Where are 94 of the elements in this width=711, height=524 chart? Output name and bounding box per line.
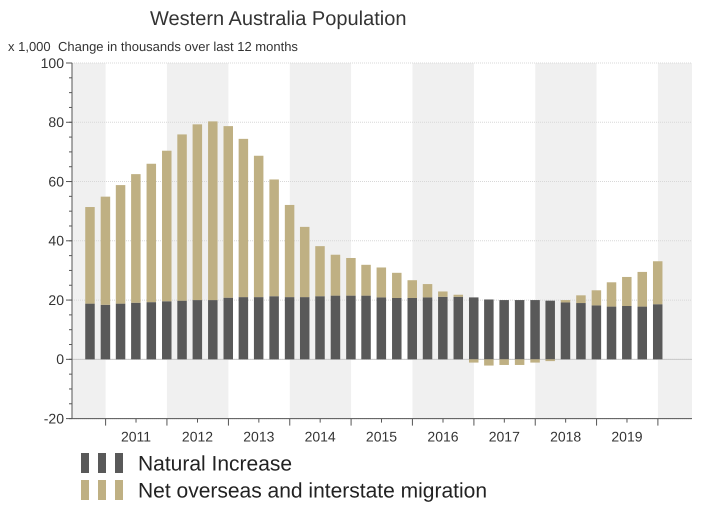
bar	[315, 296, 325, 360]
bar	[422, 284, 432, 298]
y-tick-label: 80	[48, 114, 64, 130]
y-tick-label: 100	[40, 54, 64, 71]
bar	[162, 150, 172, 302]
y-tick-label: 0	[56, 351, 64, 368]
bar	[376, 267, 386, 298]
bar	[346, 296, 356, 360]
legend-label: Natural Increase	[138, 452, 292, 476]
chart-title: Western Australia Population	[150, 8, 406, 30]
y-axis-title: x 1,000	[8, 39, 51, 54]
bar	[638, 306, 648, 360]
bar	[606, 306, 616, 360]
bar	[652, 304, 662, 360]
chart-subtitle: Change in thousands over last 12 months	[58, 39, 298, 54]
bar	[499, 300, 509, 360]
bar	[224, 126, 234, 298]
bar	[422, 297, 432, 360]
bar	[468, 359, 478, 363]
bar	[361, 264, 371, 296]
bar	[484, 299, 494, 360]
bar	[100, 304, 110, 360]
legend-label: Net overseas and interstate migration	[138, 479, 488, 502]
bar	[576, 295, 586, 304]
bar	[514, 359, 524, 365]
bar	[622, 306, 632, 360]
y-tick-label: 20	[48, 292, 64, 308]
bar	[438, 296, 448, 360]
bar	[638, 272, 648, 307]
bar	[131, 302, 141, 360]
bar	[622, 276, 632, 306]
bar	[300, 226, 310, 298]
bar	[392, 298, 402, 360]
bar	[269, 296, 279, 360]
bar	[85, 207, 95, 304]
bar	[376, 297, 386, 360]
x-tick-label: 2018	[550, 428, 582, 445]
bar	[300, 297, 310, 360]
bar	[592, 290, 602, 306]
bar	[315, 246, 325, 296]
bar	[146, 164, 156, 302]
bar	[530, 300, 540, 360]
bar	[192, 124, 202, 300]
bar	[652, 261, 662, 304]
bar	[514, 300, 524, 360]
bar	[560, 302, 570, 360]
bar	[238, 138, 248, 298]
y-tick-label: 40	[48, 232, 64, 249]
bar	[361, 296, 371, 360]
bar	[330, 296, 340, 360]
bar	[592, 305, 602, 360]
x-tick-label: 2013	[243, 428, 275, 445]
bar	[346, 258, 356, 296]
bar	[468, 297, 478, 360]
x-tick-label: 2016	[427, 428, 459, 445]
bar	[116, 185, 126, 304]
bar	[116, 304, 126, 360]
x-tick-label: 2017	[488, 428, 520, 445]
bar	[146, 302, 156, 360]
bar	[162, 301, 172, 360]
bar	[177, 134, 187, 301]
x-tick-label: 2015	[366, 428, 398, 445]
bar	[269, 179, 279, 296]
bar	[545, 300, 555, 360]
x-tick-label: 2014	[304, 428, 336, 445]
bar	[177, 300, 187, 360]
bar	[192, 300, 202, 360]
bar	[576, 303, 586, 360]
bar	[438, 291, 448, 297]
bar	[499, 359, 509, 365]
bar	[254, 156, 264, 298]
bar	[100, 196, 110, 305]
bar	[606, 282, 616, 307]
bar	[284, 297, 294, 360]
x-tick-label: 2011	[120, 428, 152, 445]
bar	[407, 298, 417, 360]
bar	[208, 121, 218, 300]
bar	[254, 297, 264, 360]
bar	[284, 204, 294, 298]
bar	[330, 254, 340, 296]
bar	[530, 359, 540, 363]
x-tick-label: 2012	[182, 428, 214, 445]
bar	[131, 174, 141, 303]
y-tick-label: 60	[48, 173, 64, 190]
x-tick-label: 2019	[611, 428, 643, 445]
bar	[85, 304, 95, 360]
bar	[407, 280, 417, 298]
bar	[454, 296, 464, 360]
bar	[224, 298, 234, 360]
bar	[484, 359, 494, 366]
bar	[238, 297, 248, 360]
bar	[392, 272, 402, 298]
y-tick-label: -20	[44, 410, 64, 426]
bar	[208, 300, 218, 360]
